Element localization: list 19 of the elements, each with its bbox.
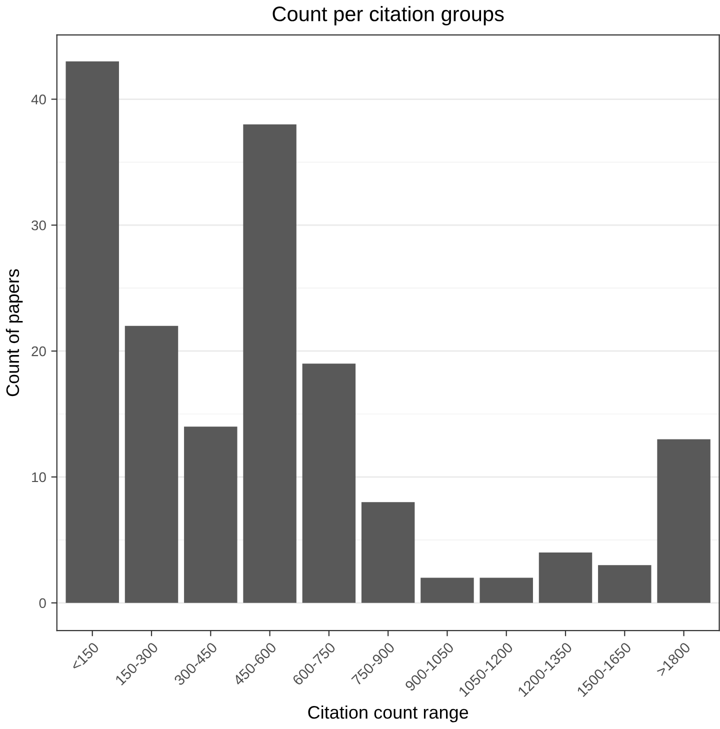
bar — [243, 124, 296, 603]
bar — [538, 552, 592, 603]
bar — [657, 439, 710, 603]
bar — [420, 578, 474, 603]
bar — [361, 502, 415, 603]
x-axis-title: Citation count range — [308, 705, 468, 722]
bar — [302, 364, 356, 603]
chart-title: Count per citation groups — [272, 6, 504, 26]
y-tick-label: 40 — [31, 94, 46, 104]
bar — [66, 61, 119, 603]
y-tick-label: 20 — [32, 346, 46, 356]
y-tick-label: 0 — [39, 598, 46, 608]
bar — [598, 565, 652, 603]
bar — [124, 326, 178, 603]
bar — [184, 426, 238, 603]
y-tick-label: 10 — [32, 472, 46, 482]
y-axis-title: Count of papers — [6, 269, 23, 396]
y-tick-label: 30 — [32, 220, 46, 230]
bar — [480, 578, 533, 603]
